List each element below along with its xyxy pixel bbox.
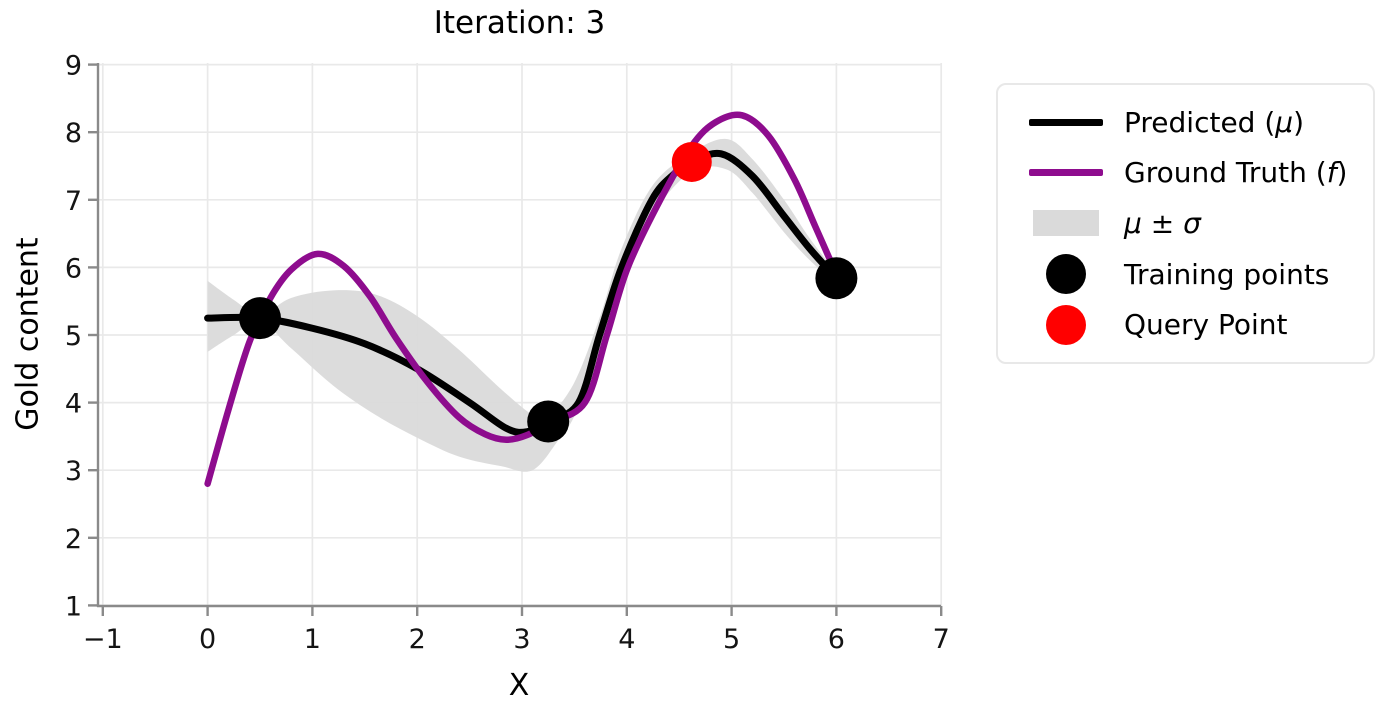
line-swatch-icon	[1029, 118, 1103, 126]
legend-label-query-point: Query Point	[1124, 308, 1288, 342]
training-point	[239, 297, 281, 340]
legend-item-mu-sigma-band: μ ± σ	[1020, 198, 1367, 248]
x-tick-label: −1	[83, 624, 123, 655]
legend-label-training-points: Training points	[1124, 257, 1330, 291]
x-tick-label: 6	[828, 624, 845, 655]
y-tick-label: 7	[65, 186, 82, 217]
legend-swatch-mu-sigma-band	[1020, 210, 1112, 237]
legend-label-ground-truth: Ground Truth (f)	[1124, 156, 1348, 190]
dot-swatch-icon	[1046, 254, 1086, 295]
uncertainty-band	[207, 138, 837, 472]
x-tick-label: 2	[409, 624, 426, 655]
y-tick-label: 1	[65, 591, 82, 622]
query-point	[671, 141, 712, 182]
axes: −1 0 1 2 3 4 5 6 7 1 2 3 4 5 6 7 8 9	[65, 51, 950, 655]
y-tick-label: 6	[65, 253, 82, 284]
x-tick-label: 4	[618, 624, 635, 655]
x-axis-label: X	[508, 668, 530, 703]
y-tick-label: 9	[65, 51, 82, 82]
x-tick-label: 1	[304, 624, 321, 655]
band-swatch-icon	[1033, 210, 1099, 237]
training-points	[239, 257, 858, 443]
y-tick-label: 3	[65, 456, 82, 487]
y-tick-label: 2	[65, 524, 82, 555]
y-tick-label: 5	[65, 321, 82, 352]
legend-item-training-points: Training points	[1020, 249, 1367, 299]
x-tick-label: 5	[723, 624, 740, 655]
x-tick-label: 3	[513, 624, 530, 655]
legend-swatch-predicted	[1020, 118, 1112, 126]
training-point	[815, 257, 858, 300]
legend-item-predicted: Predicted (μ)	[1020, 97, 1367, 147]
legend-item-query-point: Query Point	[1020, 300, 1367, 350]
x-tick-label: 7	[933, 624, 950, 655]
legend: Predicted (μ) Ground Truth (f) μ ± σ Traini…	[996, 83, 1375, 364]
dot-swatch-icon	[1046, 304, 1086, 345]
y-tick-label: 8	[65, 118, 82, 149]
legend-swatch-ground-truth	[1020, 169, 1112, 177]
ground-truth-line	[204, 111, 840, 487]
training-point	[527, 400, 570, 443]
predicted-line	[204, 149, 840, 436]
y-tick-label: 4	[65, 389, 82, 420]
x-tick-label: 0	[199, 624, 216, 655]
legend-swatch-query-point	[1020, 304, 1112, 345]
legend-label-mu-sigma-band: μ ± σ	[1124, 206, 1201, 240]
legend-swatch-training-points	[1020, 254, 1112, 295]
legend-item-ground-truth: Ground Truth (f)	[1020, 148, 1367, 198]
line-swatch-icon	[1029, 169, 1103, 177]
legend-label-predicted: Predicted (μ)	[1124, 105, 1305, 139]
chart-title: Iteration: 3	[433, 5, 606, 41]
